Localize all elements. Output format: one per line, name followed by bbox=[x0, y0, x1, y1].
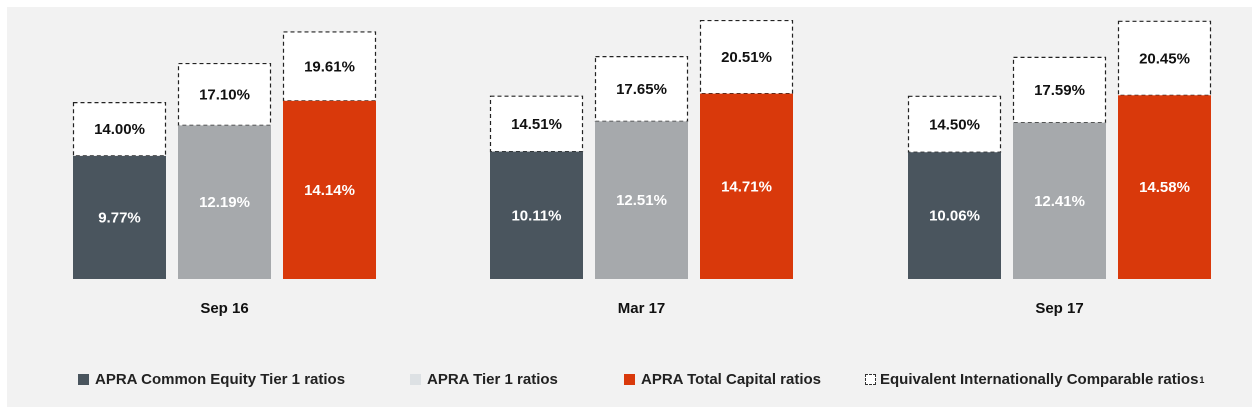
legend-swatch-cet1 bbox=[78, 374, 89, 385]
intl-value-label: 20.45% bbox=[1139, 50, 1190, 67]
intl-value-label: 17.59% bbox=[1034, 82, 1085, 99]
intl-ratio-box bbox=[489, 95, 584, 153]
legend-label-total: APRA Total Capital ratios bbox=[641, 371, 822, 388]
intl-value-label: 14.50% bbox=[929, 116, 980, 133]
intl-ratio-box bbox=[1117, 20, 1212, 96]
bar-value-label: 10.11% bbox=[511, 207, 561, 224]
legend-swatch-intl bbox=[865, 374, 876, 385]
bar-value-label: 12.41% bbox=[1034, 193, 1085, 210]
intl-value-label: 19.61% bbox=[304, 58, 355, 75]
bar-cet1 bbox=[490, 151, 583, 279]
intl-value-label: 20.51% bbox=[721, 49, 772, 66]
intl-ratio-box bbox=[594, 56, 689, 122]
intl-ratio-box bbox=[907, 95, 1002, 153]
category-label: Mar 17 bbox=[618, 300, 666, 317]
legend-swatch-tier1 bbox=[410, 374, 421, 385]
category-label: Sep 17 bbox=[1035, 300, 1083, 317]
bar-tier1 bbox=[178, 125, 271, 279]
legend-item-total: APRA Total Capital ratios bbox=[624, 371, 821, 388]
legend-item-intl: Equivalent Internationally Comparable ra… bbox=[865, 371, 1204, 388]
bar-cet1 bbox=[73, 155, 166, 279]
bar-value-label: 12.19% bbox=[199, 194, 250, 211]
legend-label-tier1: APRA Tier 1 ratios bbox=[427, 371, 558, 388]
intl-ratio-box bbox=[1012, 56, 1107, 124]
bar-total bbox=[700, 93, 793, 280]
intl-ratio-box bbox=[282, 31, 377, 102]
legend-footnote-intl: 1 bbox=[1199, 374, 1205, 385]
bar-value-label: 9.77% bbox=[98, 209, 141, 226]
intl-value-label: 17.10% bbox=[199, 86, 250, 103]
bar-value-label: 14.58% bbox=[1139, 179, 1190, 196]
bar-value-label: 12.51% bbox=[616, 192, 667, 209]
bar-value-label: 14.14% bbox=[304, 182, 355, 199]
bar-tier1 bbox=[595, 121, 688, 280]
legend-label-cet1: APRA Common Equity Tier 1 ratios bbox=[95, 371, 346, 388]
bar-total bbox=[283, 100, 376, 279]
intl-value-label: 17.65% bbox=[616, 81, 667, 98]
category-label: Sep 16 bbox=[200, 300, 248, 317]
intl-ratio-box bbox=[699, 19, 794, 95]
bar-value-label: 10.06% bbox=[929, 208, 980, 225]
bar-tier1 bbox=[1013, 122, 1106, 279]
intl-value-label: 14.51% bbox=[511, 116, 562, 133]
legend-item-tier1: APRA Tier 1 ratios bbox=[410, 371, 558, 388]
intl-ratio-box bbox=[72, 101, 167, 157]
bar-value-label: 14.71% bbox=[721, 178, 772, 195]
legend-swatch-total bbox=[624, 374, 635, 385]
bar-chart: 9.77% 14.00% 12.19% 17.10% 14.14% 19.61% Sep 1… bbox=[72, 19, 1212, 317]
intl-value-label: 14.00% bbox=[94, 121, 145, 138]
legend: APRA Common Equity Tier 1 ratios APRA Ti… bbox=[0, 371, 1259, 391]
legend-label-intl: Equivalent Internationally Comparable ra… bbox=[880, 371, 1199, 388]
bar-cet1 bbox=[908, 152, 1001, 279]
legend-item-cet1: APRA Common Equity Tier 1 ratios bbox=[78, 371, 345, 388]
bar-total bbox=[1118, 95, 1211, 280]
